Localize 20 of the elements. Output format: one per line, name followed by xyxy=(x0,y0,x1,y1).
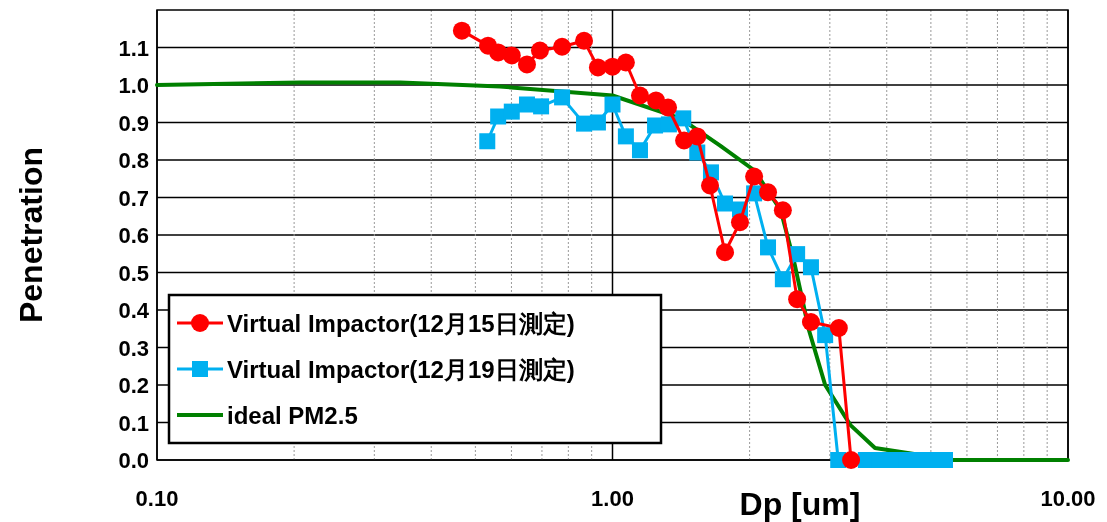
legend-label: ideal PM2.5 xyxy=(227,402,358,429)
x-tick-label: 0.10 xyxy=(135,486,179,511)
x-axis-title: Dp [um] xyxy=(739,486,861,522)
y-tick-label: 1.0 xyxy=(118,73,149,98)
y-tick-label: 0.1 xyxy=(118,410,149,436)
x-tick-label: 1.00 xyxy=(591,486,634,511)
legend-label: Virtual Impactor(12月15日測定) xyxy=(227,310,575,337)
x-tick-label: 10.00 xyxy=(1040,486,1096,511)
legend-label: Virtual Impactor(12月19日測定) xyxy=(227,356,575,383)
y-tick-label: 0.5 xyxy=(118,260,149,286)
y-tick-label: 0.6 xyxy=(118,223,149,248)
y-tick-label: 0.2 xyxy=(118,373,149,398)
y-tick-label: 0.9 xyxy=(118,110,149,136)
y-tick-label: 0.0 xyxy=(118,448,149,473)
y-tick-label: 0.4 xyxy=(118,298,150,323)
y-axis-title: Penetration xyxy=(13,146,49,324)
y-tick-label: 0.8 xyxy=(118,148,149,173)
y-tick-label: 0.7 xyxy=(118,185,149,211)
y-tick-label: 0.3 xyxy=(118,335,149,361)
y-tick-label: 1.1 xyxy=(118,35,149,61)
